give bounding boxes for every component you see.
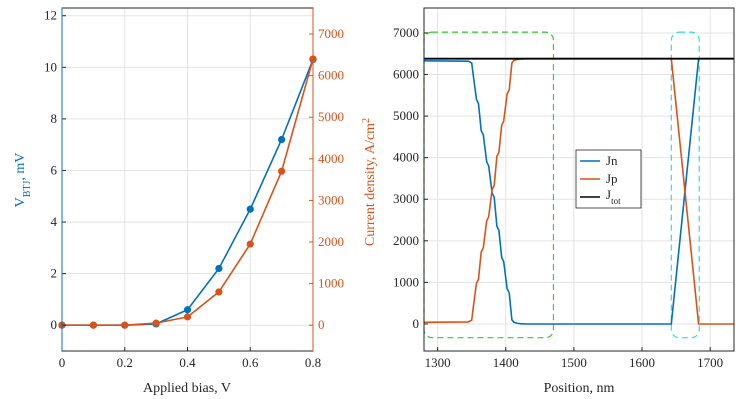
right-y-axis-label: Current density, A/cm2 xyxy=(361,118,379,246)
left-series xyxy=(58,55,317,329)
right-x-tick-label: 1700 xyxy=(697,355,723,370)
series-line-jn xyxy=(423,57,734,325)
right-chart: 1300 1400 1500 1600 1700 0 1000 2000 3000 4000 500… xyxy=(393,7,735,396)
left-series-point-left xyxy=(278,135,286,144)
left-x-tick-label: 0.4 xyxy=(179,355,196,370)
left-series-point-left xyxy=(183,306,192,314)
legend-label-jn: Jn xyxy=(606,153,618,168)
left-y-tick-label: 10 xyxy=(44,59,57,74)
right-y-tick-label: 1000 xyxy=(318,276,344,291)
left-x-tick-label: 0.8 xyxy=(305,355,321,370)
left-x-axis-label: Applied bias, V xyxy=(143,381,231,396)
left-chart: 0 0.2 0.4 0.6 0.8 0 2 4 6 8 10 12 0 1000 2000 3000 4000 5… xyxy=(13,7,379,396)
left-series-point-right xyxy=(278,167,286,175)
right-y-tick-label: 3000 xyxy=(318,192,344,207)
legend-label-jp: Jp xyxy=(606,171,618,186)
left-series-point-right xyxy=(152,319,160,327)
right-y-tick-label: 7000 xyxy=(318,26,344,41)
left-series-point-right xyxy=(89,321,97,329)
annotation-dashed-box-1 xyxy=(423,31,555,339)
left-x-tick-label: 0.6 xyxy=(242,355,259,370)
right-y-tick-label: 2000 xyxy=(393,233,419,248)
right-ticks: 1300 1400 1500 1600 1700 0 1000 2000 3000 4000 500… xyxy=(393,25,723,370)
left-y-tick-label: 8 xyxy=(51,111,58,126)
left-y-tick-label: 6 xyxy=(51,162,58,177)
left-x-tick-label: 0 xyxy=(59,355,66,370)
right-y-tick-label: 0 xyxy=(413,316,420,331)
right-y-tick-label: 6000 xyxy=(318,68,344,83)
left-series-point-right xyxy=(215,288,223,296)
right-y-tick-label: 6000 xyxy=(393,67,419,82)
left-x-tick-label: 0.2 xyxy=(117,355,133,370)
left-y-tick-label: 2 xyxy=(51,266,58,281)
right-x-tick-label: 1300 xyxy=(425,355,451,370)
left-ticks: 0 0.2 0.4 0.6 0.8 0 2 4 6 8 10 12 0 1000 2000 3000 4000 5… xyxy=(44,8,344,370)
right-x-axis-label: Position, nm xyxy=(544,381,615,396)
right-y-tick-label: 4000 xyxy=(393,150,419,165)
right-y-tick-label: 2000 xyxy=(318,234,344,249)
right-x-tick-label: 1500 xyxy=(561,355,587,370)
legend: Jn Jp Jtot xyxy=(575,149,642,209)
right-x-tick-label: 1600 xyxy=(629,355,655,370)
right-y-tick-label: 1000 xyxy=(393,274,419,289)
left-y-axis-label: VBTJ, mV xyxy=(13,153,33,208)
right-y-tick-label: 5000 xyxy=(318,109,344,124)
right-annotations xyxy=(423,31,700,339)
right-series xyxy=(423,57,734,325)
right-x-tick-label: 1400 xyxy=(493,355,519,370)
left-y-tick-label: 0 xyxy=(51,317,58,332)
annotation-dashed-box-2 xyxy=(670,31,700,339)
left-y-tick-label: 4 xyxy=(51,214,58,229)
right-y-tick-label: 0 xyxy=(318,317,325,332)
legend-label-jtot: Jtot xyxy=(606,187,621,206)
right-y-tick-label: 4000 xyxy=(318,151,344,166)
right-y-tick-label: 5000 xyxy=(393,108,419,123)
right-y-tick-label: 7000 xyxy=(393,25,419,40)
right-y-tick-label: 3000 xyxy=(393,191,419,206)
left-series-point-right xyxy=(246,240,254,248)
left-series-point-right xyxy=(183,313,192,321)
left-series-point-right xyxy=(121,321,129,329)
left-y-tick-label: 12 xyxy=(44,8,57,23)
left-series-point-left xyxy=(215,264,223,273)
left-grid xyxy=(61,8,314,351)
left-series-point-left xyxy=(246,205,254,213)
right-plot-frame xyxy=(423,7,735,352)
